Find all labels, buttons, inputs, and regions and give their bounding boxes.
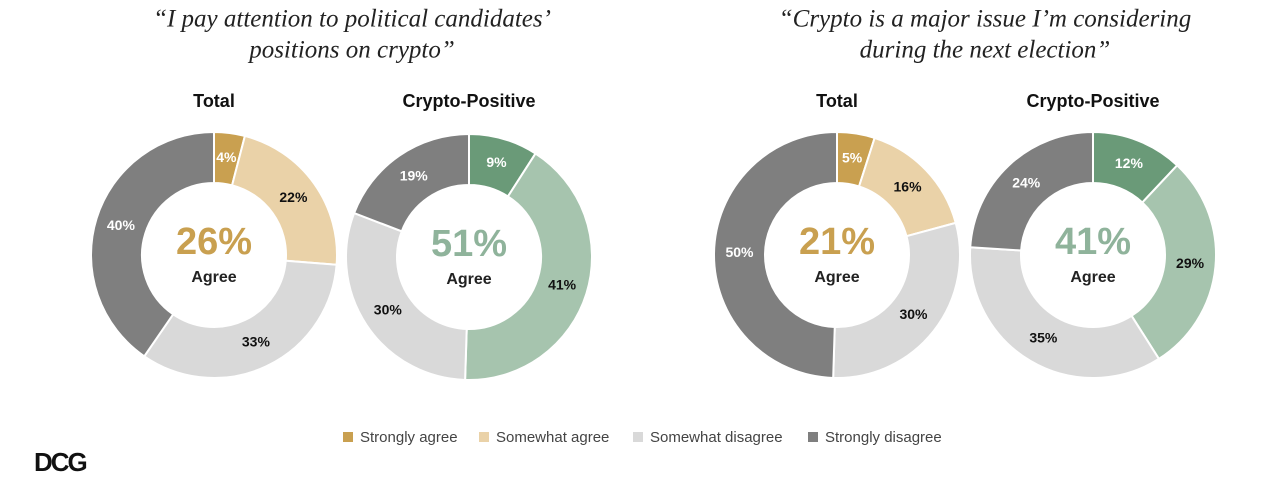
data-label: 41% bbox=[548, 277, 577, 293]
chart-title: Crypto-Positive bbox=[1026, 91, 1159, 111]
data-label: 30% bbox=[374, 302, 403, 318]
legend-swatch bbox=[633, 432, 643, 442]
center-text: Agree bbox=[446, 271, 491, 288]
donut-segment bbox=[345, 211, 468, 381]
panel-title: positions on crypto” bbox=[247, 37, 455, 64]
legend-label: Strongly disagree bbox=[825, 429, 942, 446]
donut-segment bbox=[832, 221, 961, 379]
data-label: 24% bbox=[1012, 175, 1041, 191]
data-label: 29% bbox=[1176, 255, 1205, 271]
center-text: Agree bbox=[191, 269, 236, 286]
chart-title: Crypto-Positive bbox=[402, 91, 535, 111]
legend-label: Strongly agree bbox=[360, 429, 458, 446]
logo: DCG bbox=[34, 447, 87, 477]
data-label: 16% bbox=[894, 178, 923, 194]
center-text: Agree bbox=[814, 269, 859, 286]
center-value: 21% bbox=[799, 221, 875, 263]
chart-title: Total bbox=[816, 91, 858, 111]
legend-label: Somewhat agree bbox=[496, 429, 609, 446]
data-label: 35% bbox=[1029, 330, 1058, 346]
data-label: 50% bbox=[725, 244, 754, 260]
chart-title: Total bbox=[193, 91, 235, 111]
data-label: 9% bbox=[486, 154, 507, 170]
center-value: 26% bbox=[176, 221, 252, 263]
legend-label: Somewhat disagree bbox=[650, 429, 783, 446]
legend-swatch bbox=[343, 432, 353, 442]
data-label: 19% bbox=[400, 167, 429, 183]
donut-segment bbox=[969, 246, 1161, 379]
legend-swatch bbox=[808, 432, 818, 442]
donut-segment bbox=[713, 130, 838, 379]
data-label: 12% bbox=[1115, 155, 1144, 171]
panel-title: “I pay attention to political candidates… bbox=[153, 6, 551, 33]
panel-title: “Crypto is a major issue I’m considering bbox=[779, 6, 1192, 33]
center-text: Agree bbox=[1070, 269, 1115, 286]
donut-segment bbox=[142, 259, 338, 379]
donut-segment bbox=[1130, 163, 1217, 361]
panel-title: during the next election” bbox=[860, 37, 1111, 64]
center-value: 41% bbox=[1055, 221, 1131, 263]
center-value: 51% bbox=[431, 223, 507, 265]
legend-swatch bbox=[479, 432, 489, 442]
data-label: 22% bbox=[279, 189, 308, 205]
data-label: 40% bbox=[107, 217, 136, 233]
data-label: 5% bbox=[842, 149, 863, 165]
data-label: 4% bbox=[216, 149, 237, 165]
donut-segment bbox=[969, 130, 1094, 252]
donut-segment bbox=[464, 152, 593, 381]
data-label: 30% bbox=[899, 306, 928, 322]
donut-segment bbox=[90, 130, 215, 358]
donut-segment bbox=[352, 132, 470, 233]
data-label: 33% bbox=[242, 334, 271, 350]
